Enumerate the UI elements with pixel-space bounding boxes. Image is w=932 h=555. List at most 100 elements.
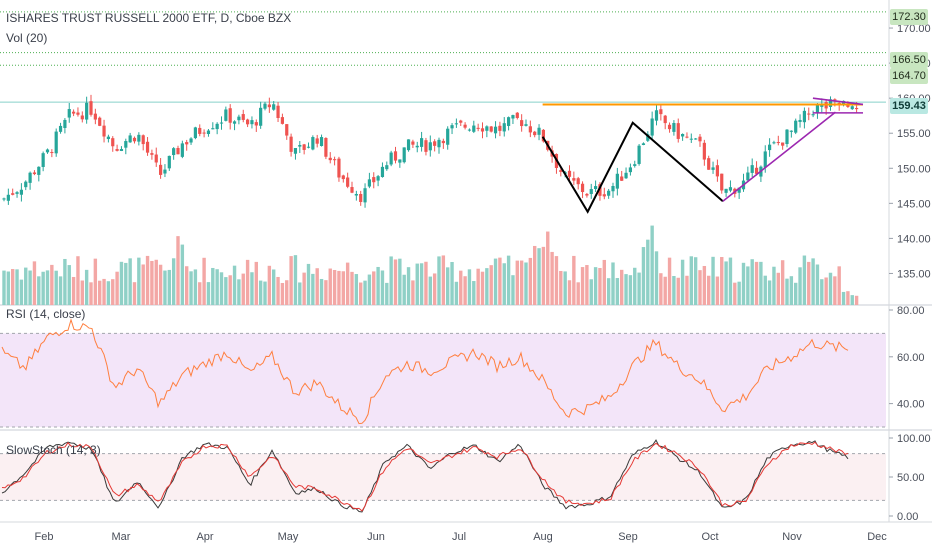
candle-body [132,137,137,142]
volume-bar [71,276,76,305]
volume-bar [580,267,585,305]
candle-body [467,129,472,131]
candle-body [724,188,728,193]
volume-bar [54,270,58,305]
candle-body [228,108,232,123]
candle-body [333,159,337,161]
candle-body [50,152,54,154]
volume-bar [193,269,198,305]
price-tick-label: 150.00 [897,163,931,175]
time-tick-label: Feb [35,531,54,543]
candle-body [811,114,815,116]
time-tick-label: Jul [452,531,466,543]
pennant_top-drawing[interactable] [812,97,864,106]
volume-bar [367,274,372,305]
candle-body [476,127,480,129]
candle-body [428,142,432,151]
volume-bar [446,267,450,305]
volume-bar [102,278,106,305]
volume-bar [763,275,767,305]
candle-body [620,176,624,181]
candle-body [15,192,19,194]
candle-body [441,140,445,144]
volume-bar [145,255,150,305]
candle-body [211,128,215,130]
candle-body [785,129,789,144]
candle-body [2,198,6,200]
candle-body [250,120,254,125]
volume-bar [615,278,620,305]
volume-bar [646,239,650,305]
volume-bar [759,261,763,305]
candle-body [728,187,733,191]
candle-body [224,109,228,121]
volume-bar [19,279,24,305]
volume-bar [667,257,672,305]
volume-bar [328,268,332,305]
volume-bar [293,255,298,305]
candle-body [789,130,793,132]
candle-body [180,143,184,157]
volume-bar [67,265,71,305]
volume-bar [6,271,11,305]
volume-bar [363,280,367,305]
volume-bar [515,260,519,305]
candle-body [254,122,258,126]
volume-bar [541,246,546,305]
stoch-line-pct-D [1,441,849,512]
candle-body [154,154,158,163]
candle-body [311,137,315,150]
candle-body [415,145,419,148]
volume-bar [750,259,754,305]
candle-body [602,194,606,197]
candle-body [667,124,672,130]
candle-body [541,129,545,142]
volume-bar [606,278,611,305]
volume-bar [785,278,789,305]
candle-body [589,189,593,195]
volume-bar [141,264,145,305]
candle-body [363,188,367,203]
volume-bar [463,276,467,305]
candle-body [189,138,193,143]
volume-bar [106,281,111,305]
candle-body [367,179,371,187]
stoch-label: SlowStoch (14, 3) [6,443,101,457]
pattern-drawing[interactable] [541,121,724,214]
volume-bar [620,269,624,305]
volume-bar [111,279,115,305]
candle-body [472,125,476,132]
volume-bar [189,271,193,305]
candle-body [768,144,772,151]
trendline-drawing[interactable] [722,111,836,202]
volume-bar [576,282,580,305]
candle-body [24,181,28,188]
candle-body [280,117,284,124]
volume-bar [167,269,171,305]
candle-body [524,124,528,126]
candle-body [694,138,698,140]
stoch-tick-label: 100.00 [897,433,931,445]
volume-bar [341,271,345,305]
time-tick-label: Mar [112,531,131,543]
time-tick-label: Nov [782,531,802,543]
volume-bar [415,263,419,305]
volume-bar [258,280,263,305]
candle-body [402,147,406,163]
candle-body [676,123,680,139]
volume-bar [76,256,80,305]
rsi-line [1,318,849,425]
candle-body [198,127,202,134]
candle-body [802,110,806,123]
rsi-tick-label: 60.00 [897,352,925,364]
candle-body [480,128,485,132]
volume-bar [715,276,720,305]
volume-bar [2,270,6,305]
candle-body [794,120,798,133]
candle-body [93,113,97,120]
volume-bar [680,259,685,305]
volume-bar [498,257,502,305]
candle-body [511,115,515,119]
volume-bar [524,262,528,305]
